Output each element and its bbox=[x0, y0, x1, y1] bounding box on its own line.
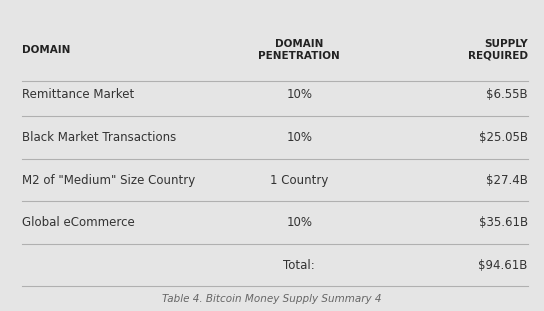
Text: Black Market Transactions: Black Market Transactions bbox=[22, 131, 176, 144]
Text: $94.61B: $94.61B bbox=[478, 259, 528, 272]
Text: $35.61B: $35.61B bbox=[479, 216, 528, 229]
Text: 10%: 10% bbox=[286, 131, 312, 144]
Text: Remittance Market: Remittance Market bbox=[22, 88, 134, 101]
Text: 10%: 10% bbox=[286, 88, 312, 101]
Text: $6.55B: $6.55B bbox=[486, 88, 528, 101]
Text: M2 of "Medium" Size Country: M2 of "Medium" Size Country bbox=[22, 174, 195, 187]
Text: $25.05B: $25.05B bbox=[479, 131, 528, 144]
Text: Total:: Total: bbox=[283, 259, 315, 272]
Text: DOMAIN: DOMAIN bbox=[22, 45, 70, 55]
Text: Global eCommerce: Global eCommerce bbox=[22, 216, 134, 229]
Text: Table 4. Bitcoin Money Supply Summary 4: Table 4. Bitcoin Money Supply Summary 4 bbox=[162, 294, 382, 304]
Text: 10%: 10% bbox=[286, 216, 312, 229]
Text: DOMAIN
PENETRATION: DOMAIN PENETRATION bbox=[258, 39, 340, 61]
Text: $27.4B: $27.4B bbox=[486, 174, 528, 187]
Text: SUPPLY
REQUIRED: SUPPLY REQUIRED bbox=[468, 39, 528, 61]
Text: 1 Country: 1 Country bbox=[270, 174, 329, 187]
